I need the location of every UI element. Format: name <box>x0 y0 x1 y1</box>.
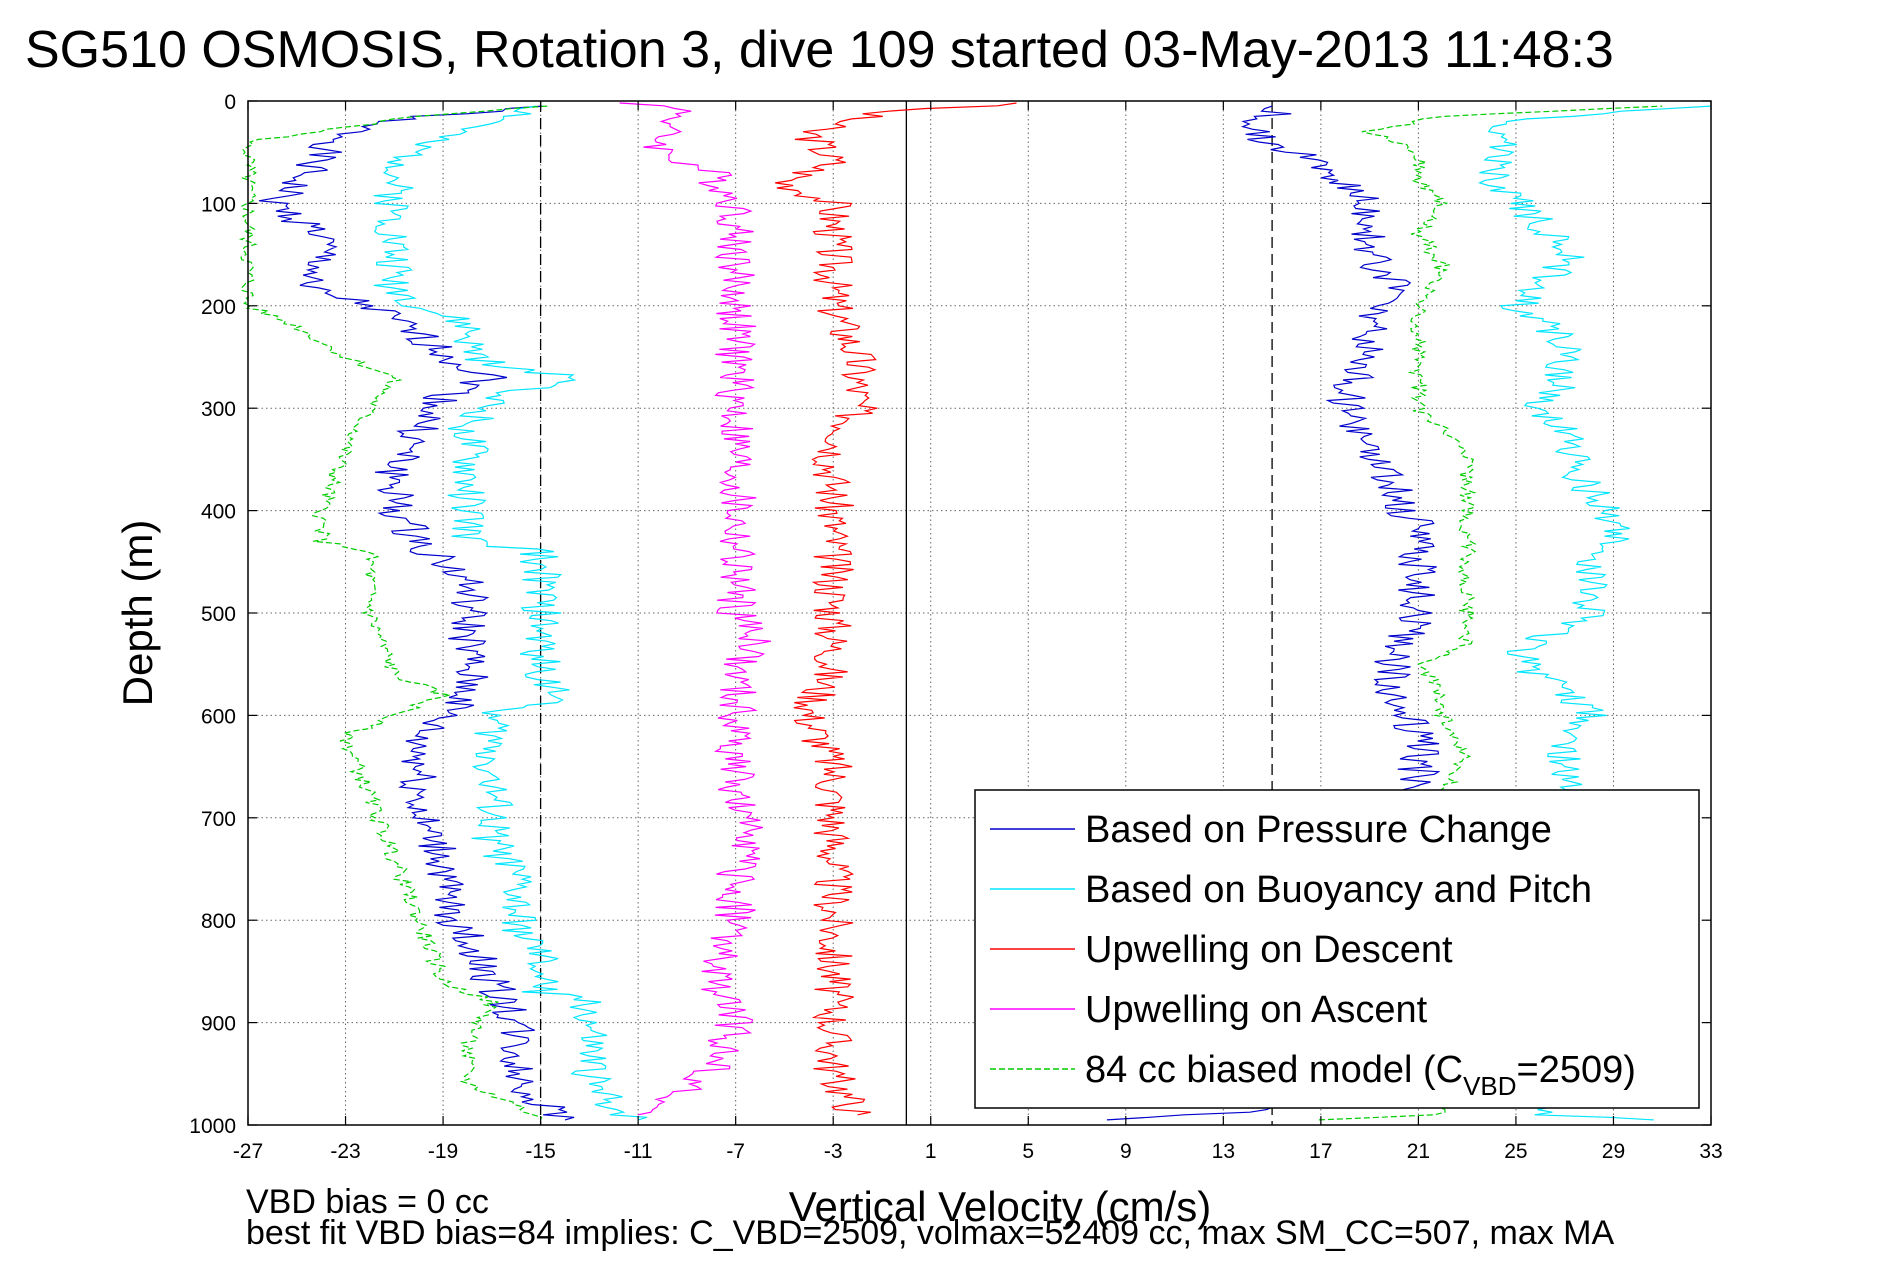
legend-label: Upwelling on Descent <box>1085 929 1453 971</box>
chart-title: SG510 OSMOSIS, Rotation 3, dive 109 star… <box>25 21 1614 79</box>
series-line <box>258 105 575 1121</box>
legend-label: Based on Buoyancy and Pitch <box>1085 869 1592 911</box>
y-tick-label: 500 <box>201 603 236 626</box>
legend-label-subscript: VBD <box>1463 1071 1516 1101</box>
x-tick-label: 21 <box>1407 1140 1430 1163</box>
y-tick-label: 400 <box>201 501 236 524</box>
x-tick-label: -27 <box>233 1140 263 1163</box>
y-tick-label: 700 <box>201 808 236 831</box>
legend: Based on Pressure Change Based on Buoyanc… <box>974 789 1700 1109</box>
y-tick-label: 900 <box>201 1013 236 1036</box>
legend-items: Based on Pressure Change Based on Buoyanc… <box>990 809 1636 1101</box>
legend-box <box>974 789 1700 1109</box>
y-tick-label: 300 <box>201 398 236 421</box>
x-tick-label: -23 <box>330 1140 360 1163</box>
y-axis-label: Depth (m) <box>114 520 161 707</box>
x-tick-label: 25 <box>1504 1140 1527 1163</box>
y-tick-label: 100 <box>201 193 236 216</box>
x-tick-label: 1 <box>925 1140 937 1163</box>
x-tick-labels: -27 -23 -19 -15 -11 -7 -3 1 5 9 13 17 21 25 29 33 <box>233 1140 1723 1163</box>
legend-label: Based on Pressure Change <box>1085 809 1552 851</box>
series-line <box>619 102 772 1116</box>
x-tick-label: 33 <box>1699 1140 1722 1163</box>
x-tick-label: -7 <box>726 1140 745 1163</box>
axis-ticks <box>247 100 1712 1126</box>
vbd-bias-note: VBD bias = 0 cc <box>246 1183 489 1221</box>
x-tick-label: 13 <box>1212 1140 1235 1163</box>
x-tick-label: 5 <box>1022 1140 1034 1163</box>
y-tick-labels: 0 100 200 300 400 500 600 700 800 900 1000 <box>189 91 236 1138</box>
series-line <box>238 105 548 1121</box>
legend-label-tail: =2509) <box>1517 1049 1636 1091</box>
y-tick-label: 600 <box>201 705 236 728</box>
y-tick-label: 1000 <box>189 1115 236 1138</box>
legend-label: 84 cc biased model (CVBD=2509) <box>1085 1049 1636 1101</box>
x-tick-label: 9 <box>1120 1140 1132 1163</box>
legend-label-main: 84 cc biased model (C <box>1085 1049 1463 1091</box>
x-tick-label: 17 <box>1309 1140 1332 1163</box>
y-tick-label: 200 <box>201 296 236 319</box>
x-tick-label: 29 <box>1602 1140 1625 1163</box>
y-tick-label: 0 <box>224 91 236 114</box>
x-tick-label: -11 <box>624 1140 653 1163</box>
series-line <box>373 105 648 1121</box>
series-line <box>1318 105 1663 1121</box>
legend-label: Upwelling on Ascent <box>1085 989 1428 1031</box>
best-fit-note: best fit VBD bias=84 implies: C_VBD=2509… <box>246 1214 1615 1252</box>
x-tick-label: -19 <box>428 1140 458 1163</box>
series-line <box>775 102 1017 1116</box>
x-tick-label: -15 <box>525 1140 555 1163</box>
x-axis-label: Vertical Velocity (cm/s) <box>789 1183 1211 1230</box>
y-tick-label: 800 <box>201 910 236 933</box>
x-tick-label: -3 <box>824 1140 843 1163</box>
